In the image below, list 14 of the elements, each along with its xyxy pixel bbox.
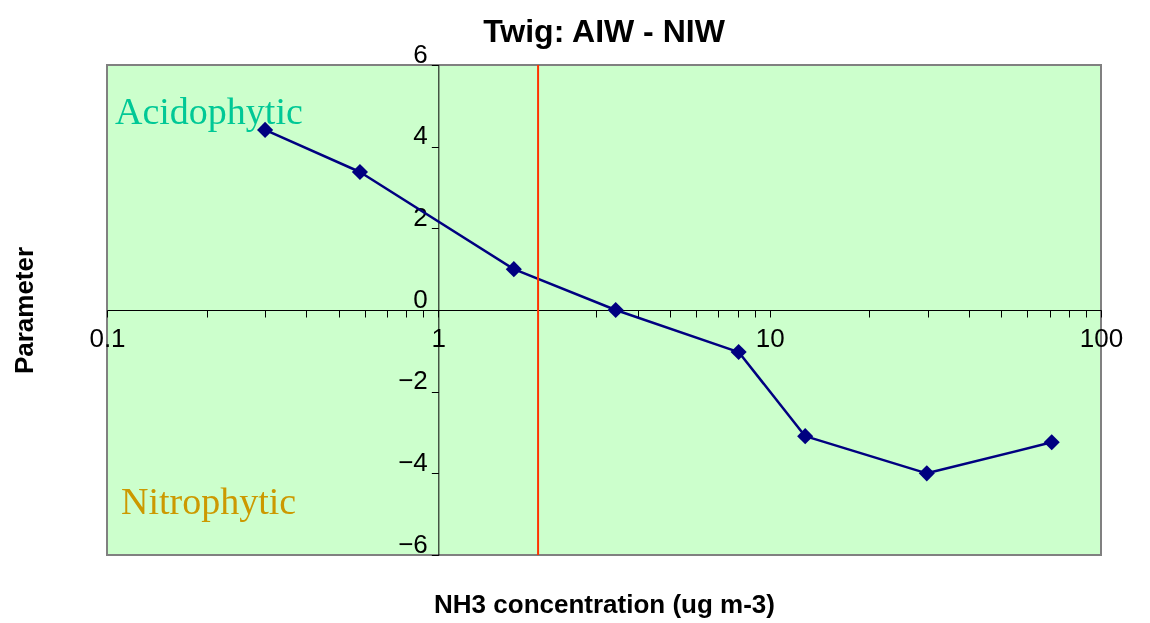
y-tick-label: −6 (398, 528, 428, 559)
y-tick-label: 4 (413, 120, 428, 151)
y-axis-title: Parameter (8, 246, 39, 375)
x-tick-label: 100 (1079, 322, 1124, 353)
y-tick-label: −2 (398, 365, 428, 396)
x-axis-title: NH3 concentration (ug m-3) (434, 588, 775, 619)
y-tick-label: 6 (413, 38, 428, 69)
y-tick-label: −4 (398, 446, 428, 477)
annotation: Nitrophytic (121, 480, 297, 522)
chart-title: Twig: AIW - NIW (483, 13, 726, 49)
y-tick-label: 0 (413, 283, 428, 314)
x-tick-label: 10 (755, 322, 785, 353)
x-tick-label: 0.1 (89, 322, 126, 353)
annotation: Acidophytic (115, 90, 303, 132)
